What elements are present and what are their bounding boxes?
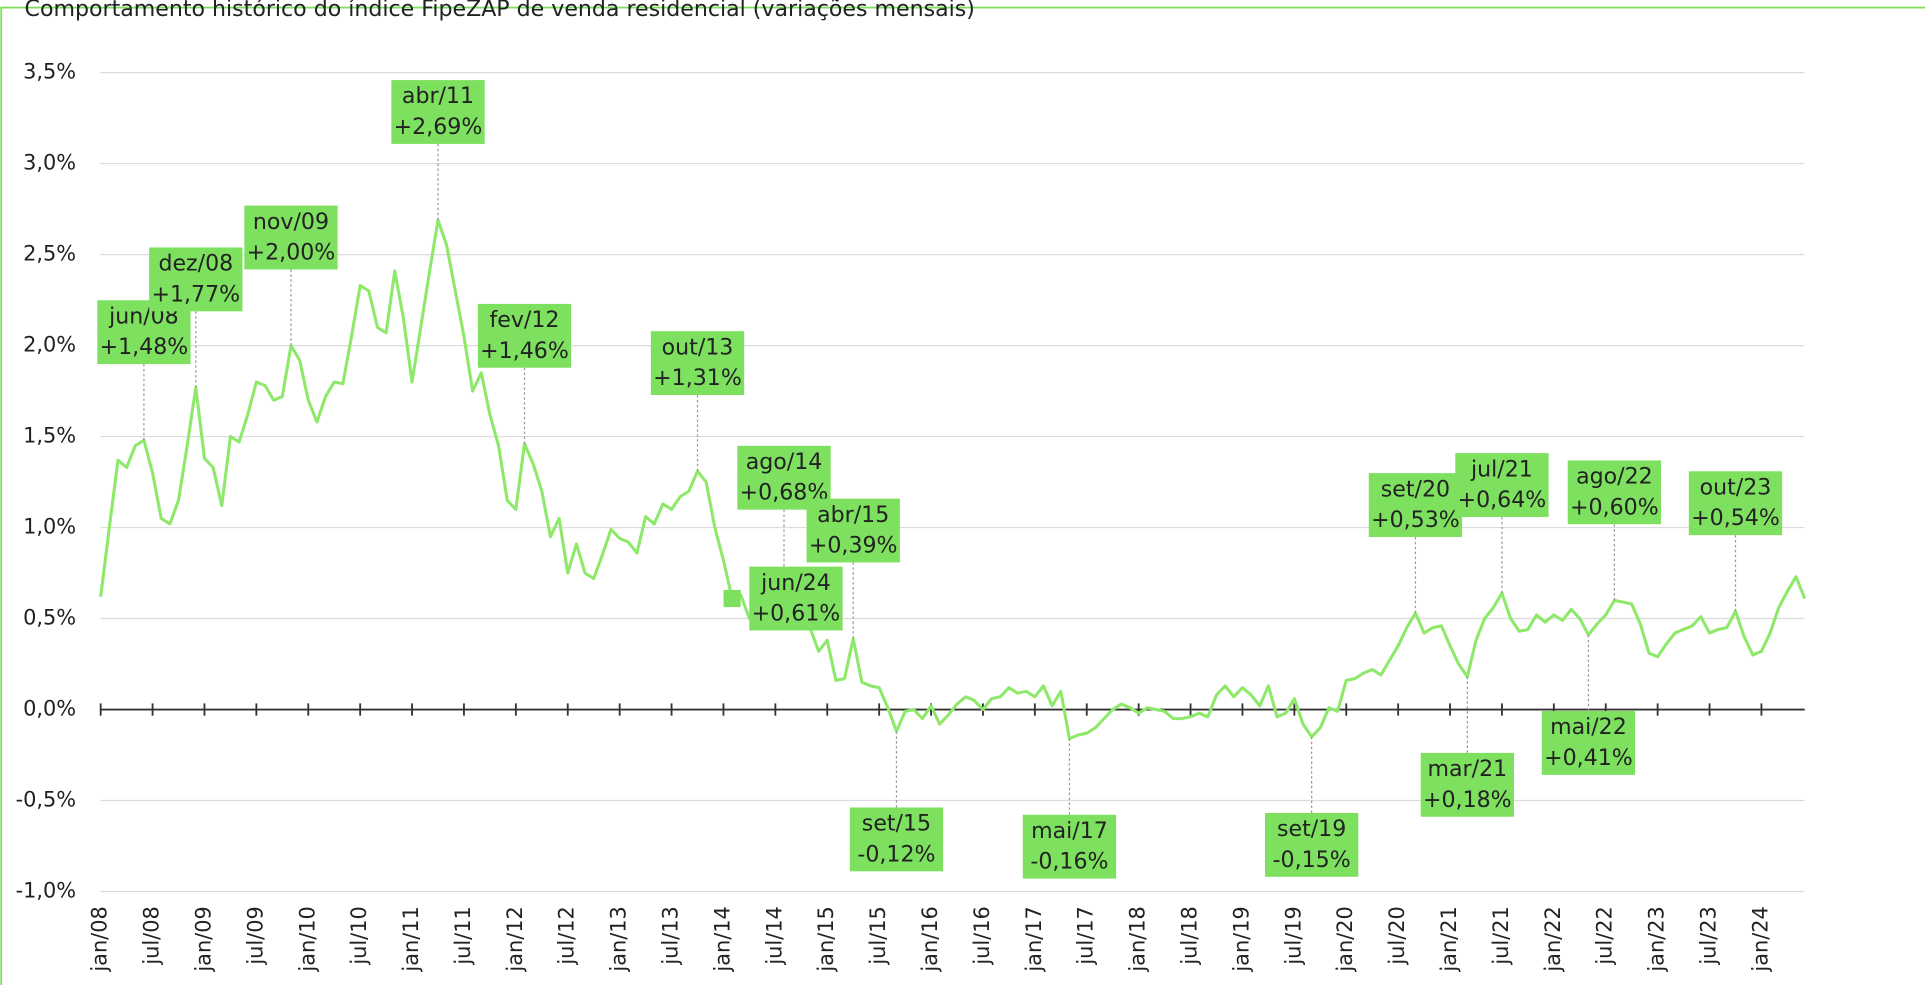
x-tick-label: jan/12 — [503, 906, 527, 972]
annotation-value: -0,15% — [1273, 847, 1351, 873]
y-tick-label: 2,0% — [23, 333, 76, 357]
frame — [0, 6, 1925, 985]
y-tick-label: 1,0% — [23, 515, 76, 539]
x-tick-label: jul/16 — [970, 906, 994, 965]
annotation-value: +0,61% — [752, 600, 841, 626]
series-line — [99, 218, 1807, 741]
annotation-label: ago/14 — [746, 449, 823, 475]
annotation-value: +0,41% — [1544, 745, 1633, 771]
annotation-box — [1420, 752, 1514, 817]
x-tick-label: jan/14 — [710, 906, 734, 972]
x-tick-label: jul/19 — [1281, 906, 1305, 965]
annotation-box — [391, 80, 485, 144]
x-tick-label: jan/13 — [607, 906, 631, 972]
x-tick-label: jul/13 — [659, 906, 683, 965]
annotation-label: mar/21 — [1428, 756, 1508, 782]
x-tick-label: jan/16 — [918, 906, 942, 972]
x-tick-label: jan/19 — [1229, 906, 1253, 972]
x-tick-label: jan/08 — [88, 906, 112, 972]
y-tick-label: 3,0% — [23, 151, 76, 175]
annotation-value: +0,60% — [1570, 494, 1659, 520]
x-tick-label: jul/20 — [1385, 906, 1409, 965]
annotation-label: fev/12 — [490, 307, 560, 333]
annotation-value: +1,31% — [653, 365, 742, 391]
annotation-box — [1264, 812, 1359, 877]
x-tick-label: jul/21 — [1489, 906, 1513, 965]
annotation-box — [1688, 471, 1783, 536]
x-tick-label: jul/12 — [555, 906, 579, 965]
annotation-label: set/20 — [1381, 476, 1450, 502]
x-tick-label: jan/10 — [295, 906, 319, 972]
annotation-box — [149, 247, 243, 312]
x-tick-label: jan/21 — [1437, 906, 1461, 972]
y-tick-label: -0,5% — [16, 788, 77, 812]
chart-title: Comportamento histórico do índice FipeZA… — [25, 0, 975, 22]
annotation-label: out/23 — [1700, 474, 1772, 500]
x-tick-label: jan/24 — [1748, 906, 1772, 972]
annotation-label: abr/11 — [402, 83, 474, 109]
y-tick-label: 3,5% — [23, 60, 76, 84]
x-tick-label: jul/08 — [140, 906, 164, 965]
annotation-box — [1368, 473, 1463, 537]
y-tick-label: 0,5% — [23, 606, 76, 630]
x-tick-label: jan/09 — [191, 906, 215, 972]
annotation-label: set/19 — [1277, 816, 1346, 842]
annotation-box — [477, 303, 572, 368]
y-tick-label: 2,5% — [23, 242, 76, 266]
annotation-label: jul/21 — [1470, 456, 1533, 482]
x-tick-label: jul/11 — [451, 906, 475, 965]
annotation-value: +1,77% — [151, 281, 240, 307]
annotation-value: +2,00% — [247, 240, 336, 266]
annotation-box — [849, 807, 944, 872]
annotation-value: -0,16% — [1030, 849, 1108, 875]
x-tick-label: jul/15 — [866, 906, 890, 965]
x-tick-label: jan/20 — [1333, 906, 1357, 972]
x-tick-label: jul/22 — [1593, 906, 1617, 965]
x-tick-label: jul/23 — [1697, 906, 1721, 965]
x-tick-label: jul/09 — [243, 906, 267, 965]
annotation-box — [749, 566, 843, 631]
x-tick-label: jul/14 — [762, 906, 786, 965]
x-tick-label: jan/17 — [1022, 906, 1046, 972]
annotation-value: +1,46% — [480, 338, 569, 364]
annotation-box — [650, 331, 745, 396]
annotation-label: nov/09 — [253, 209, 329, 235]
annotation-box — [806, 498, 900, 563]
annotation-label: abr/15 — [817, 502, 889, 528]
annotation-label: dez/08 — [158, 251, 233, 277]
annotation-box — [1541, 711, 1636, 775]
annotation-value: +0,39% — [809, 532, 898, 558]
x-tick-label: jul/10 — [347, 906, 371, 965]
x-tick-label: jan/11 — [399, 906, 423, 972]
annotation-label: mai/17 — [1031, 818, 1108, 844]
annotation-box — [1455, 453, 1549, 517]
annotation-box — [244, 205, 338, 270]
x-tick-label: jul/18 — [1178, 906, 1202, 965]
x-tick-label: jan/22 — [1541, 906, 1565, 972]
annotation-box — [1567, 460, 1662, 525]
annotation-label: mai/22 — [1550, 714, 1627, 740]
y-tick-label: 0,0% — [23, 697, 76, 721]
annotation-value: +0,64% — [1458, 487, 1547, 513]
annotation-box — [1022, 814, 1117, 879]
annotation-value: +0,18% — [1423, 787, 1512, 813]
y-tick-label: -1,0% — [16, 878, 77, 902]
annotation-label: set/15 — [862, 811, 931, 837]
x-tick-label: jan/23 — [1645, 906, 1669, 972]
annotation-value: +0,53% — [1371, 507, 1460, 533]
y-tick-label: 1,5% — [23, 424, 76, 448]
annotation-value: -0,12% — [857, 841, 935, 867]
x-tick-label: jul/17 — [1074, 906, 1098, 965]
x-tick-label: jan/15 — [814, 906, 838, 972]
x-tick-label: jan/18 — [1126, 906, 1150, 972]
annotation-marker — [723, 589, 741, 608]
annotation-value: +1,48% — [100, 334, 189, 360]
annotation-label: jun/24 — [760, 570, 831, 596]
annotation-label: ago/22 — [1576, 464, 1653, 490]
annotation-value: +2,69% — [394, 114, 483, 140]
annotation-label: out/13 — [662, 334, 734, 360]
annotation-value: +0,54% — [1691, 505, 1780, 531]
